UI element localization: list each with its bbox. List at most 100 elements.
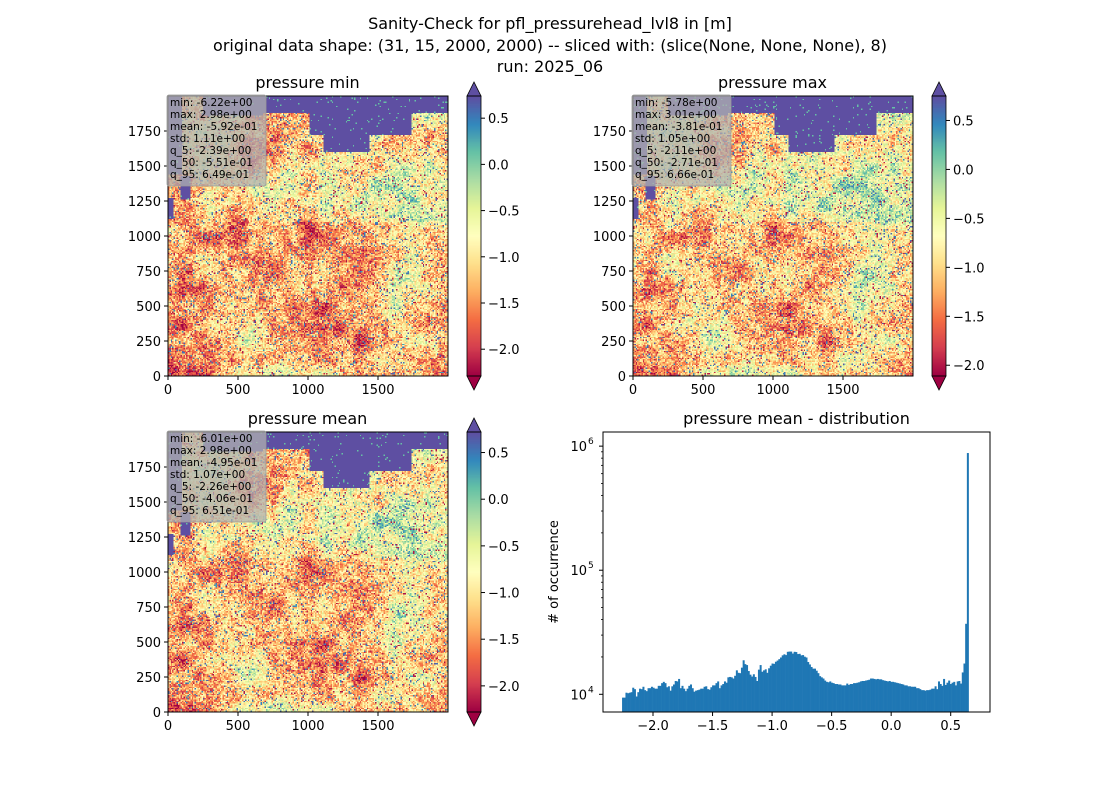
histogram-frame	[602, 431, 991, 713]
x-tick-label: 0	[164, 383, 172, 398]
histogram-bar	[645, 691, 648, 712]
histogram-bar	[844, 685, 847, 712]
colorbar-extend-max	[466, 417, 482, 433]
histogram-bar	[686, 688, 689, 712]
histogram-bar	[868, 679, 871, 712]
histogram-bar	[819, 676, 822, 712]
y-tick-label: 1500	[128, 160, 161, 175]
histogram-bar	[689, 684, 692, 712]
histogram-bar	[746, 665, 749, 712]
histogram-bar	[949, 684, 952, 712]
histogram-bar	[953, 681, 956, 712]
colorbar-tick-label: −1.0	[953, 261, 985, 276]
x-tick-label: 0	[164, 719, 172, 734]
histogram-bar	[722, 684, 725, 712]
histogram-bar	[800, 655, 803, 712]
histogram-bar	[876, 678, 879, 712]
histogram-bar	[684, 691, 687, 712]
y-tick-label: 250	[136, 671, 161, 686]
x-tick-label: 0.5	[940, 719, 961, 734]
histogram-bar	[696, 690, 699, 712]
histogram-bar	[934, 686, 937, 712]
histogram-bar	[642, 686, 645, 712]
y-tick-label: 750	[136, 265, 161, 280]
pressure-min-panel: pressure min 0 500 1000 1500 0 250 500 750 1000 1…	[128, 73, 520, 398]
histogram-bar	[963, 663, 966, 712]
histogram-bar	[766, 672, 769, 712]
histogram-bar	[863, 680, 866, 712]
histogram-bar	[888, 680, 891, 712]
y-tick-label: 10	[570, 688, 587, 703]
stats-line: std: 1.11e+00	[170, 133, 245, 145]
y-tick-label: 1750	[128, 461, 161, 476]
stats-line: q_95: 6.49e-01	[170, 169, 249, 181]
histogram-bar	[939, 684, 942, 712]
histogram-bar	[956, 681, 959, 712]
stats-box-background	[166, 430, 267, 523]
histogram-bar	[654, 688, 657, 712]
histogram-bar	[851, 684, 854, 712]
y-tick-label: 0	[153, 370, 161, 385]
histogram-bar	[917, 688, 920, 712]
histogram-bar	[895, 682, 898, 712]
x-axis: 0 500 1000 1500	[629, 376, 860, 398]
histogram-bar	[841, 685, 844, 712]
stats-line: std: 1.07e+00	[170, 469, 245, 481]
histogram-bar	[718, 688, 721, 712]
histogram-bar	[961, 672, 964, 712]
histogram-bar	[757, 669, 760, 712]
histogram-bar	[834, 684, 837, 712]
stats-line: q_95: 6.66e-01	[635, 169, 714, 181]
histogram-bar	[847, 684, 850, 712]
x-tick-label: 1500	[826, 383, 859, 398]
x-tick-label: 500	[226, 383, 251, 398]
histogram-bar	[649, 688, 652, 712]
y-tick-label: 1250	[128, 531, 161, 546]
y-tick-label: 500	[136, 636, 161, 651]
colorbar-tick-label: 0.5	[953, 114, 974, 129]
histogram-bar	[725, 682, 728, 712]
x-axis: 0 500 1000 1500	[164, 376, 395, 398]
histogram-bar	[929, 689, 932, 712]
colorbar: 0.5 0.0 −0.5 −1.0 −1.5 −2.0	[466, 417, 520, 727]
histogram-bar	[676, 681, 679, 712]
histogram-bar	[657, 685, 660, 712]
histogram-bar	[633, 689, 636, 712]
histogram-bar	[698, 689, 701, 712]
histogram-bar	[902, 684, 905, 712]
histogram-bar	[900, 684, 903, 712]
histogram-bar	[812, 668, 815, 712]
y-tick-label: 500	[601, 300, 626, 315]
colorbar-tick-label: 0.0	[488, 158, 509, 173]
histogram-bar	[742, 660, 745, 712]
histogram-bar	[883, 680, 886, 712]
stats-line: max: 2.98e+00	[170, 109, 252, 121]
histogram-bar	[864, 680, 867, 712]
histogram-bar	[904, 685, 907, 712]
colorbar-tick-label: 0.0	[488, 493, 509, 508]
histogram-bar	[866, 680, 869, 712]
histogram-bar	[839, 684, 842, 712]
y-tick-exponent: 6	[588, 437, 594, 447]
histogram-bar	[679, 688, 682, 712]
histogram-bar	[727, 677, 730, 712]
x-tick-label: −0.5	[816, 719, 848, 734]
histogram-bar	[713, 685, 716, 712]
histogram-bar	[885, 680, 888, 712]
histogram-bar	[740, 667, 743, 712]
histogram-bar	[829, 681, 832, 712]
histogram-bar	[723, 681, 726, 712]
colorbar-tick-label: 0.0	[953, 163, 974, 178]
stats-box-background	[166, 94, 267, 187]
histogram-bar	[759, 665, 762, 712]
y-axis: 0 250 500 750 1000 1250 1500 1750	[128, 125, 168, 385]
histogram-bar	[958, 680, 961, 712]
histogram-bar	[720, 685, 723, 712]
histogram-bar	[662, 681, 665, 712]
stats-line: q_5: -2.39e+00	[170, 145, 251, 157]
histogram-bar	[627, 693, 630, 712]
histogram-bar	[842, 685, 845, 712]
histogram-bar	[807, 662, 810, 712]
histogram-bar	[667, 686, 670, 712]
